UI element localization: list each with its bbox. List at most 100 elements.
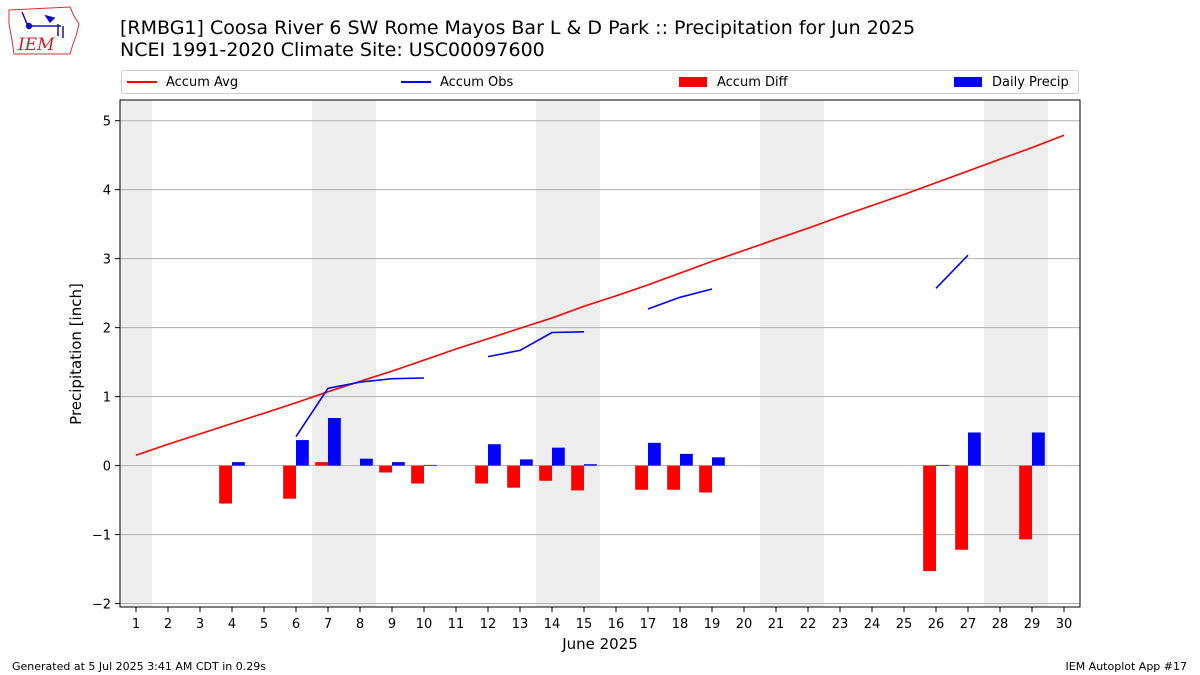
bar-accum-diff-10 [411, 465, 424, 484]
bar-daily-precip-27 [968, 432, 981, 466]
x-tick-label-15: 15 [576, 617, 593, 632]
weekend-shade-14 [536, 100, 568, 607]
bar-accum-diff-18 [667, 465, 680, 490]
bar-daily-precip-13 [520, 459, 533, 466]
title-line-1: [RMBG1] Coosa River 6 SW Rome Mayos Bar … [120, 17, 916, 39]
bar-daily-precip-9 [392, 462, 405, 466]
x-tick-label-16: 16 [608, 617, 625, 632]
bar-daily-precip-19 [712, 457, 725, 466]
bar-daily-precip-8 [360, 458, 373, 466]
bar-accum-diff-7 [315, 462, 328, 466]
x-tick-label-26: 26 [928, 617, 945, 632]
x-tick-label-29: 29 [1024, 617, 1041, 632]
iowa-outline-shape [8, 6, 80, 55]
x-tick-label-13: 13 [512, 617, 529, 632]
line-accum-obs-segment-4 [935, 254, 969, 289]
weather-station-icon [21, 11, 64, 38]
x-tick-label-5: 5 [260, 617, 268, 632]
x-tick-label-28: 28 [992, 617, 1009, 632]
y-tick-label-3: 3 [103, 253, 111, 268]
legend-label-accum-avg: Accum Avg [166, 74, 239, 90]
weekend-shade-22 [792, 100, 824, 607]
legend-label-daily-precip: Daily Precip [992, 74, 1069, 90]
weekend-shade-28 [984, 100, 1016, 607]
bar-daily-precip-4 [232, 462, 245, 466]
x-tick-label-10: 10 [416, 617, 433, 632]
x-tick-label-20: 20 [736, 617, 753, 632]
weekend-shade-15 [568, 100, 600, 607]
bar-accum-diff-19 [699, 465, 712, 493]
y-tick-label-1: 1 [103, 391, 111, 406]
legend-label-accum-obs: Accum Obs [440, 74, 514, 90]
bar-accum-diff-9 [379, 465, 392, 473]
legend-item-accum-avg: Accum Avg [127, 71, 238, 93]
grid-lines [120, 120, 1080, 605]
bars [219, 417, 1045, 572]
x-tick-label-11: 11 [448, 617, 465, 632]
y-tick-label-2: 2 [103, 322, 111, 337]
x-tick-label-6: 6 [292, 617, 300, 632]
x-tick-label-18: 18 [672, 617, 689, 632]
bar-daily-precip-17 [648, 442, 661, 466]
legend-label-accum-diff: Accum Diff [717, 74, 788, 90]
x-tick-label-1: 1 [132, 617, 140, 632]
legend-item-daily-precip: Daily Precip [954, 71, 1069, 93]
x-tick-label-23: 23 [832, 617, 849, 632]
bar-daily-precip-12 [488, 444, 501, 466]
x-tick-label-22: 22 [800, 617, 817, 632]
x-tick-label-25: 25 [896, 617, 913, 632]
bar-daily-precip-10 [424, 464, 437, 466]
weekend-shade-7 [312, 100, 344, 607]
line-accum-obs-segment-2 [487, 331, 585, 358]
chart-title: [RMBG1] Coosa River 6 SW Rome Mayos Bar … [120, 17, 915, 61]
legend-item-accum-diff: Accum Diff [679, 71, 788, 93]
y-tick-label--2: −2 [92, 598, 111, 613]
y-tick-label-5: 5 [103, 115, 111, 130]
x-tick-label-19: 19 [704, 617, 721, 632]
bar-daily-precip-26 [936, 464, 949, 466]
legend-item-accum-obs: Accum Obs [401, 71, 513, 93]
x-tick-label-8: 8 [356, 617, 364, 632]
legend-swatch-accum-diff [679, 77, 707, 87]
iem-logo: IEM [8, 6, 80, 55]
x-tick-label-2: 2 [164, 617, 172, 632]
bar-daily-precip-6 [296, 440, 309, 466]
line-accum-avg-segment-1 [135, 134, 1065, 456]
bar-accum-diff-4 [219, 465, 232, 504]
weekend-shading [120, 100, 1048, 607]
bar-daily-precip-18 [680, 453, 693, 466]
bar-accum-diff-13 [507, 465, 520, 488]
x-tick-label-17: 17 [640, 617, 657, 632]
legend-swatch-daily-precip [954, 77, 982, 87]
weekend-shade-1 [120, 100, 152, 607]
app-credit: IEM Autoplot App #17 [1065, 660, 1188, 673]
y-tick-label-4: 4 [103, 184, 111, 199]
x-tick-label-14: 14 [544, 617, 561, 632]
bar-accum-diff-14 [539, 465, 552, 481]
x-tick-label-21: 21 [768, 617, 785, 632]
bar-daily-precip-14 [552, 447, 565, 466]
plot-frame [119, 99, 1081, 608]
x-tick-label-30: 30 [1056, 617, 1073, 632]
legend-swatch-accum-obs [401, 81, 431, 83]
bar-daily-precip-7 [328, 417, 341, 466]
logo-text: IEM [17, 35, 55, 55]
line-accum-obs-segment-3 [647, 288, 713, 310]
y-tick-label-0: 0 [103, 460, 111, 475]
generated-timestamp: Generated at 5 Jul 2025 3:41 AM CDT in 0… [12, 660, 266, 673]
bar-daily-precip-15 [584, 464, 597, 466]
bar-accum-diff-26 [923, 465, 936, 572]
bar-accum-diff-29 [1019, 465, 1032, 540]
x-tick-label-12: 12 [480, 617, 497, 632]
legend-swatch-accum-avg [127, 81, 157, 83]
bar-accum-diff-27 [955, 465, 968, 550]
x-axis-label: June 2025 [561, 635, 638, 653]
weekend-shade-21 [760, 100, 792, 607]
weekend-shade-8 [344, 100, 376, 607]
bar-daily-precip-29 [1032, 432, 1045, 466]
x-tick-label-4: 4 [228, 617, 236, 632]
lines [135, 134, 1065, 456]
legend: Accum Avg Accum Obs Accum Diff Daily Pre… [121, 70, 1079, 94]
